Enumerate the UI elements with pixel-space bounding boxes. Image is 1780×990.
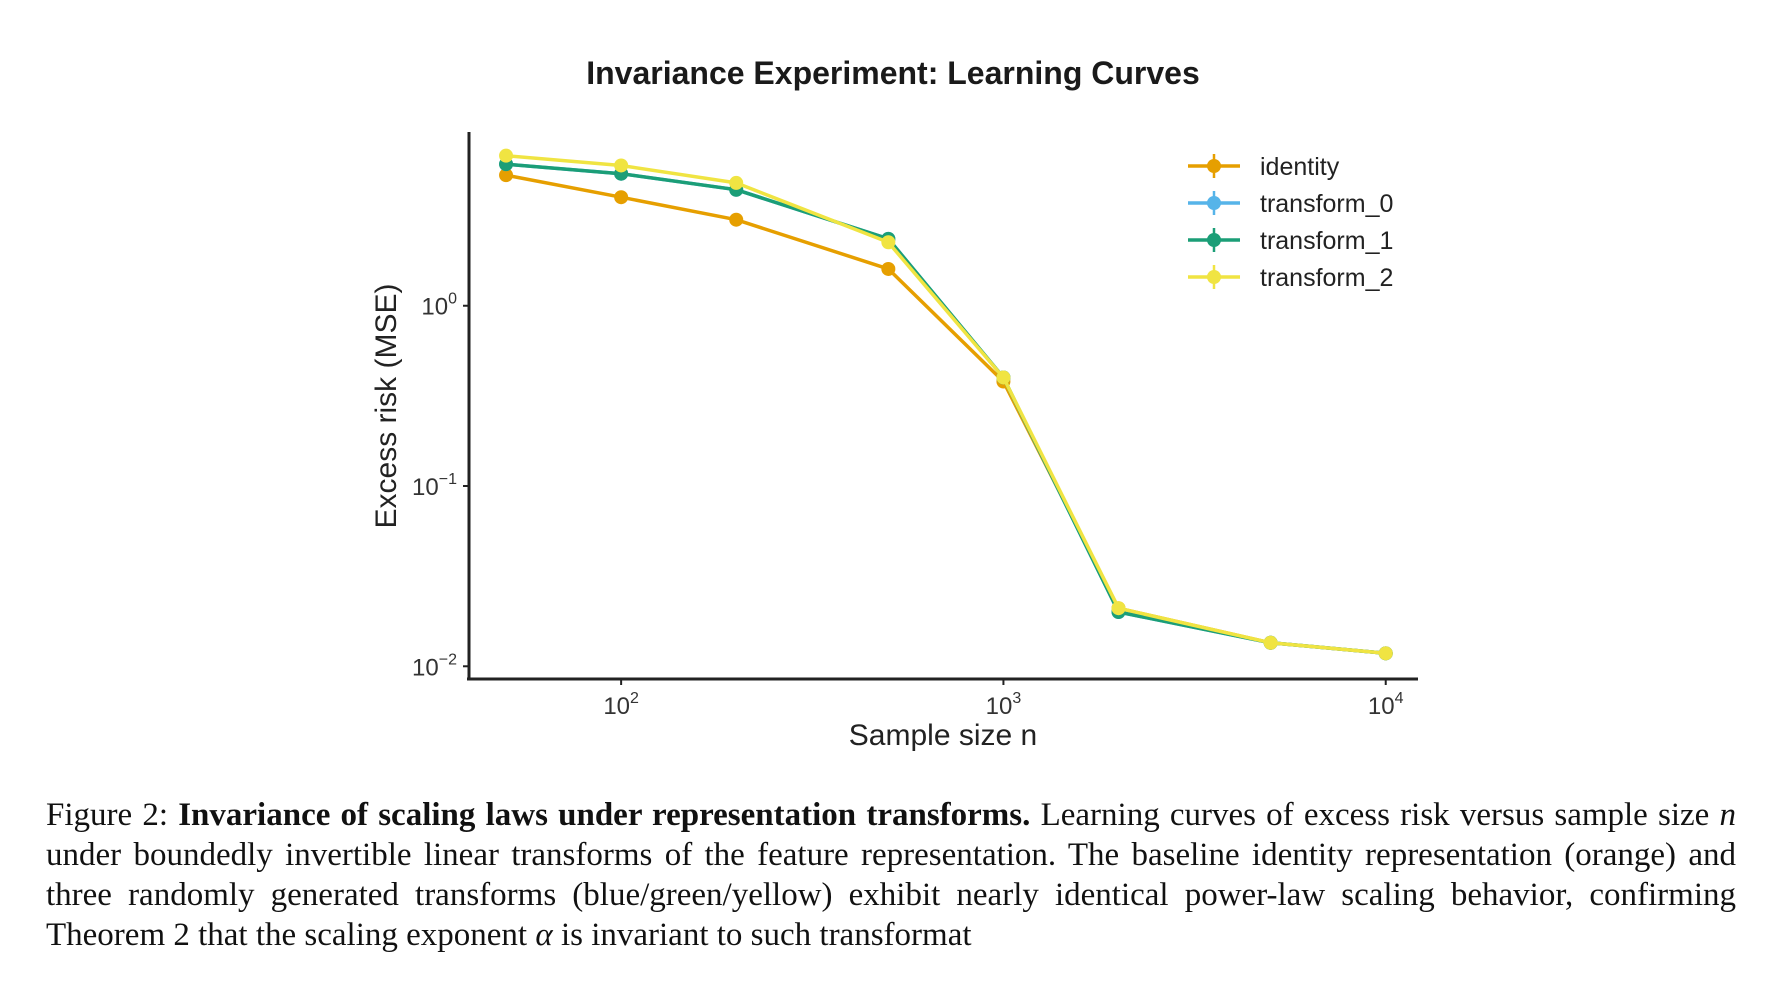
legend-label: identity bbox=[1260, 153, 1340, 181]
y-tick-label: 10−1 bbox=[412, 471, 457, 501]
data-point-transform_2 bbox=[996, 370, 1011, 385]
series-line-transform_2 bbox=[505, 153, 1386, 656]
legend: identity transform_0 transform_1 transform_… bbox=[1188, 153, 1393, 292]
x-tick-label: 102 bbox=[603, 690, 639, 720]
legend-swatch-marker bbox=[1207, 159, 1221, 173]
caption-var-alpha: α bbox=[535, 917, 553, 953]
legend-swatch-marker bbox=[1207, 233, 1221, 247]
data-point-identity bbox=[499, 168, 514, 183]
x-ticks: 102 103 104 bbox=[603, 679, 1404, 720]
legend-item-transform_1: transform_1 bbox=[1188, 227, 1393, 255]
data-point-transform_2 bbox=[614, 158, 629, 173]
legend-item-identity: identity bbox=[1188, 153, 1340, 181]
data-point-identity bbox=[614, 190, 629, 205]
data-point-identity bbox=[881, 261, 896, 276]
legend-item-transform_2: transform_2 bbox=[1188, 264, 1393, 292]
caption-bold-title: Invariance of scaling laws under represe… bbox=[178, 797, 1031, 833]
caption-text-2: under boundedly invertible linear transf… bbox=[46, 837, 1736, 953]
caption-label: Figure 2: bbox=[46, 797, 169, 833]
caption-text-1: Learning curves of excess risk versus sa… bbox=[1040, 797, 1710, 833]
data-point-transform_2 bbox=[729, 175, 744, 190]
x-tick-label: 103 bbox=[986, 690, 1022, 720]
x-tick-label: 104 bbox=[1368, 690, 1404, 720]
chart-title: Invariance Experiment: Learning Curves bbox=[586, 55, 1200, 91]
series-transform_2 bbox=[499, 148, 1393, 661]
data-point-transform_2 bbox=[881, 235, 896, 250]
y-axis-label: Excess risk (MSE) bbox=[370, 283, 403, 528]
series-layer bbox=[499, 148, 1393, 661]
legend-label: transform_0 bbox=[1260, 190, 1393, 218]
y-ticks: 100 10−1 10−2 bbox=[412, 291, 469, 681]
data-point-identity bbox=[729, 212, 744, 227]
legend-swatch-marker bbox=[1207, 270, 1221, 284]
figure-caption: Figure 2: Invariance of scaling laws und… bbox=[46, 795, 1736, 955]
series-line-transform_1 bbox=[505, 162, 1386, 656]
data-point-transform_2 bbox=[1263, 635, 1278, 650]
legend-label: transform_1 bbox=[1260, 227, 1393, 255]
data-point-transform_2 bbox=[1378, 646, 1393, 661]
legend-item-transform_0: transform_0 bbox=[1188, 190, 1393, 218]
series-transform_1 bbox=[499, 157, 1393, 661]
series-transform_0 bbox=[499, 157, 1393, 661]
data-point-transform_2 bbox=[1111, 601, 1126, 616]
y-tick-label: 10−2 bbox=[412, 651, 457, 681]
caption-var-n: n bbox=[1719, 797, 1737, 833]
y-tick-label: 100 bbox=[421, 291, 457, 321]
x-axis-label: Sample size n bbox=[849, 719, 1037, 752]
series-line-identity bbox=[505, 173, 1386, 656]
data-point-transform_2 bbox=[499, 148, 514, 163]
legend-swatch-marker bbox=[1207, 196, 1221, 210]
axes bbox=[467, 132, 1418, 681]
watermark-overlay bbox=[1360, 915, 1760, 975]
chart: Invariance Experiment: Learning Curves 1… bbox=[370, 55, 1418, 752]
caption-text-3: is invariant to such transformat bbox=[560, 917, 972, 953]
legend-label: transform_2 bbox=[1260, 264, 1393, 292]
series-line-transform_0 bbox=[505, 162, 1386, 656]
series-identity bbox=[499, 168, 1393, 661]
